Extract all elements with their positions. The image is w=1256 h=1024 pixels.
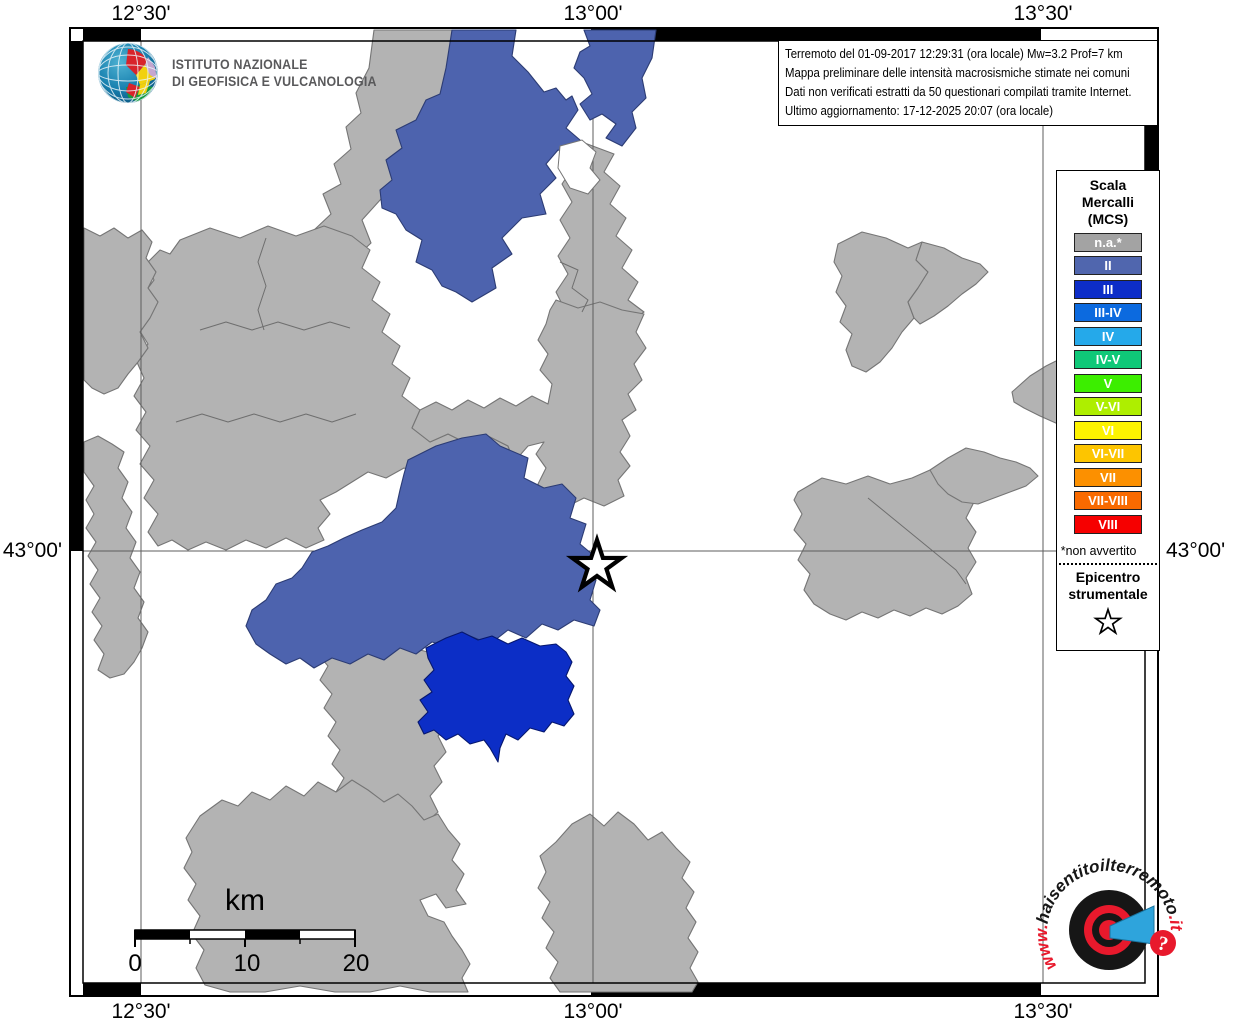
legend-title-line3: (MCS): [1087, 211, 1129, 227]
ingv-logo-line2: DI GEOFISICA E VULCANOLOGIA: [172, 74, 377, 89]
axis-label-bottom-1330: 13°30': [1013, 1000, 1073, 1023]
municipality: [929, 447, 1039, 505]
ingv-logo: ISTITUTO NAZIONALE DI GEOFISICA E VULCAN…: [96, 40, 396, 106]
legend-swatch-vii-viii: VII-VIII: [1074, 491, 1142, 510]
municipality-enclave: [557, 139, 601, 195]
municipality-intensity-ii: [379, 29, 581, 303]
axis-label-bottom-1240: 12°30': [111, 1000, 171, 1023]
legend-swatch-v: V: [1074, 373, 1142, 393]
municipality: [907, 241, 989, 325]
scalebar-tick-20: 20: [342, 950, 370, 977]
watermark-url-prefix: www.: [1032, 923, 1060, 973]
legend-swatch-ii: II: [1074, 256, 1142, 275]
legend-swatch-n-a-: n.a.*: [1074, 232, 1142, 252]
municipality-polygons-intensity-iii: [417, 631, 575, 763]
legend-epicenter-line2: strumentale: [1068, 585, 1148, 602]
epicenter-star-icon: [565, 533, 629, 593]
legend-epicenter-line1: Epicentro: [1075, 568, 1141, 585]
legend-swatch-iii: III: [1074, 279, 1142, 299]
axis-label-top-1330: 13°30': [1013, 2, 1073, 25]
municipality: [83, 227, 159, 395]
axis-label-top-1300: 13°00': [563, 2, 623, 25]
municipality: [537, 811, 699, 993]
legend-swatch-v-vi: V-VI: [1074, 397, 1142, 416]
legend-items: n.a.* II III III-IV IV IV-V V V-VI VI VI-VII VII VI…: [1057, 232, 1159, 534]
haisentitoilterremoto-logo: www.haisentitoilterremoto.it ?: [1028, 846, 1190, 1008]
scale-bar: [134, 929, 356, 947]
ingv-logo-line1: ISTITUTO NAZIONALE: [172, 57, 308, 72]
scalebar-tick-10: 10: [233, 950, 261, 977]
info-line-data: Dati non verificati estratti da 50 quest…: [785, 85, 1132, 99]
municipality-polygons-intensity-ii: [245, 29, 657, 669]
municipality: [833, 231, 929, 373]
legend-swatch-iv: IV: [1074, 326, 1142, 346]
axis-label-bottom-1300: 13°00': [563, 1000, 623, 1023]
watermark-bullseye-icon: [1069, 890, 1155, 970]
watermark-url-suffix: .it: [1165, 913, 1186, 933]
municipality: [83, 435, 149, 679]
municipality: [411, 299, 647, 509]
axis-label-left-43: 43°00': [2, 539, 62, 562]
legend-title-line1: Scala: [1089, 177, 1127, 193]
info-line-event: Terremoto del 01-09-2017 12:29:31 (ora l…: [785, 47, 1123, 61]
legend-box: Scala Mercalli (MCS) n.a.* II III III-IV IV I…: [1056, 170, 1160, 651]
axis-label-right-43: 43°00': [1166, 539, 1226, 562]
legend-epicenter-star-icon: [1093, 606, 1123, 635]
info-line-updated: Ultimo aggiornamento: 17-12-2025 20:07 (…: [785, 104, 1054, 118]
scalebar-unit-label: km: [225, 884, 265, 917]
municipality-inner-borders: [175, 237, 967, 585]
ingv-globe-icon: [98, 43, 158, 103]
ingv-logo-text: ISTITUTO NAZIONALE DI GEOFISICA E VULCAN…: [172, 56, 377, 90]
municipality: [793, 469, 977, 621]
earthquake-info-box: Terremoto del 01-09-2017 12:29:31 (ora l…: [778, 40, 1158, 126]
legend-swatch-vi: VI: [1074, 420, 1142, 440]
municipality: [1011, 359, 1059, 425]
graticule-lines: [83, 41, 1145, 983]
axis-label-top-1240: 12°30': [111, 2, 171, 25]
question-mark-icon: ?: [1150, 930, 1176, 956]
legend-swatch-vi-vii: VI-VII: [1074, 444, 1142, 463]
info-line-map: Mappa preliminare delle intensità macros…: [785, 66, 1130, 80]
scalebar-tick-0: 0: [128, 950, 142, 977]
municipality-intensity-iii: [417, 631, 575, 763]
legend-title: Scala Mercalli (MCS): [1057, 177, 1159, 228]
legend-swatch-iii-iv: III-IV: [1074, 303, 1142, 322]
legend-divider: [1059, 562, 1157, 565]
legend-swatch-iv-v: IV-V: [1074, 350, 1142, 369]
legend-title-line2: Mercalli: [1081, 194, 1135, 210]
municipality-intensity-ii: [573, 29, 657, 147]
legend-footnote: *non avvertito: [1060, 542, 1137, 558]
legend-swatch-viii: VIII: [1074, 514, 1142, 534]
legend-swatch-vii: VII: [1074, 467, 1142, 487]
